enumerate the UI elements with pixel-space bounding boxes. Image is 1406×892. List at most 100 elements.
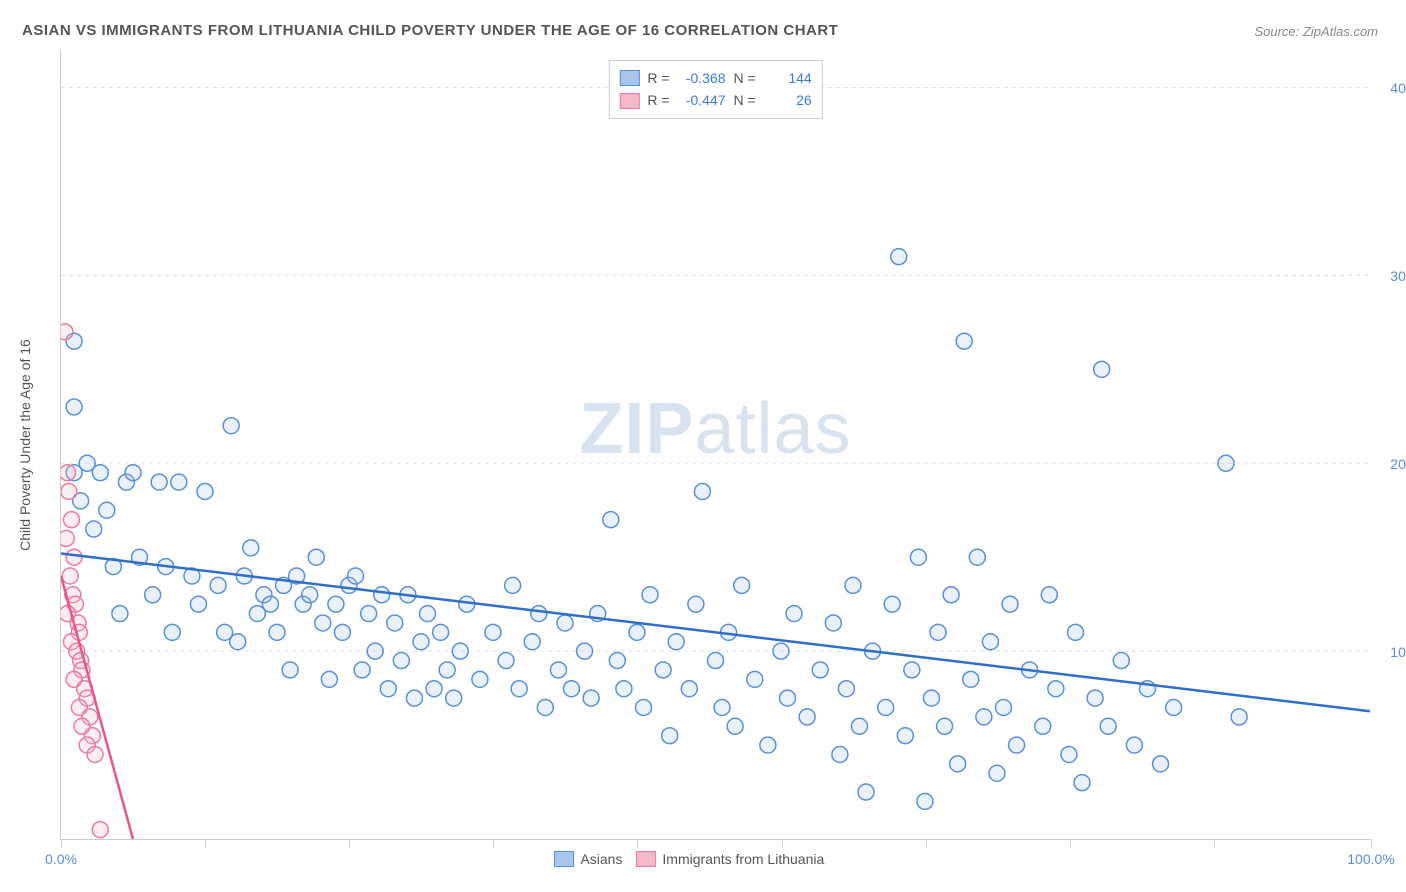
data-point bbox=[446, 690, 462, 706]
x-tick bbox=[1371, 839, 1372, 847]
data-point bbox=[328, 596, 344, 612]
data-point bbox=[557, 615, 573, 631]
data-point bbox=[609, 653, 625, 669]
data-point bbox=[956, 333, 972, 349]
data-point bbox=[564, 681, 580, 697]
x-tick bbox=[349, 839, 350, 847]
legend-label-lithuania: Immigrants from Lithuania bbox=[662, 851, 824, 867]
y-axis-label: Child Poverty Under the Age of 16 bbox=[17, 339, 33, 551]
data-point bbox=[727, 718, 743, 734]
data-point bbox=[367, 643, 383, 659]
data-point bbox=[1153, 756, 1169, 772]
chart-title: ASIAN VS IMMIGRANTS FROM LITHUANIA CHILD… bbox=[22, 22, 838, 39]
x-tick bbox=[782, 839, 783, 847]
swatch-asians bbox=[554, 851, 574, 867]
x-tick bbox=[61, 839, 62, 847]
data-point bbox=[63, 512, 79, 528]
legend-r-label: R = bbox=[647, 67, 669, 89]
data-point bbox=[1166, 700, 1182, 716]
data-point bbox=[387, 615, 403, 631]
data-point bbox=[943, 587, 959, 603]
data-point bbox=[629, 624, 645, 640]
x-tick bbox=[205, 839, 206, 847]
data-point bbox=[917, 793, 933, 809]
data-point bbox=[897, 728, 913, 744]
data-point bbox=[420, 606, 436, 622]
data-point bbox=[315, 615, 331, 631]
data-point bbox=[1035, 718, 1051, 734]
data-point bbox=[511, 681, 527, 697]
legend-n-value-asians: 144 bbox=[764, 67, 812, 89]
data-point bbox=[1218, 455, 1234, 471]
data-point bbox=[348, 568, 364, 584]
data-point bbox=[61, 530, 74, 546]
data-point bbox=[616, 681, 632, 697]
legend-item-lithuania: Immigrants from Lithuania bbox=[636, 851, 824, 867]
data-point bbox=[1048, 681, 1064, 697]
y-tick-label: 10.0% bbox=[1375, 644, 1406, 660]
data-point bbox=[878, 700, 894, 716]
data-point bbox=[714, 700, 730, 716]
data-point bbox=[125, 465, 141, 481]
legend-r-value-lithuania: -0.447 bbox=[678, 89, 726, 111]
source-attribution: Source: ZipAtlas.com bbox=[1254, 24, 1378, 39]
swatch-lithuania bbox=[619, 93, 639, 109]
data-point bbox=[190, 596, 206, 612]
data-point bbox=[164, 624, 180, 640]
data-point bbox=[66, 399, 82, 415]
data-point bbox=[603, 512, 619, 528]
data-point bbox=[976, 709, 992, 725]
data-point bbox=[812, 662, 828, 678]
data-point bbox=[151, 474, 167, 490]
data-point bbox=[858, 784, 874, 800]
data-point bbox=[354, 662, 370, 678]
data-point bbox=[838, 681, 854, 697]
data-point bbox=[393, 653, 409, 669]
legend-item-asians: Asians bbox=[554, 851, 622, 867]
data-point bbox=[891, 249, 907, 265]
data-point bbox=[374, 587, 390, 603]
data-point bbox=[61, 483, 77, 499]
data-point bbox=[86, 521, 102, 537]
legend-stats-row: R = -0.447 N = 26 bbox=[619, 89, 811, 111]
data-point bbox=[681, 681, 697, 697]
data-point bbox=[439, 662, 455, 678]
data-point bbox=[734, 577, 750, 593]
data-point bbox=[524, 634, 540, 650]
data-point bbox=[531, 606, 547, 622]
data-point bbox=[87, 746, 103, 762]
data-point bbox=[61, 465, 76, 481]
data-point bbox=[1009, 737, 1025, 753]
data-point bbox=[845, 577, 861, 593]
x-tick bbox=[1070, 839, 1071, 847]
data-point bbox=[884, 596, 900, 612]
data-point bbox=[851, 718, 867, 734]
data-point bbox=[1067, 624, 1083, 640]
data-point bbox=[505, 577, 521, 593]
data-point bbox=[62, 568, 78, 584]
data-point bbox=[269, 624, 285, 640]
data-point bbox=[989, 765, 1005, 781]
data-point bbox=[982, 634, 998, 650]
data-point bbox=[577, 643, 593, 659]
data-point bbox=[92, 465, 108, 481]
data-point bbox=[145, 587, 161, 603]
legend-series: Asians Immigrants from Lithuania bbox=[554, 851, 824, 867]
data-point bbox=[694, 483, 710, 499]
data-point bbox=[262, 596, 278, 612]
legend-stats-row: R = -0.368 N = 144 bbox=[619, 67, 811, 89]
data-point bbox=[799, 709, 815, 725]
data-point bbox=[1231, 709, 1247, 725]
data-point bbox=[302, 587, 318, 603]
data-point bbox=[923, 690, 939, 706]
data-point bbox=[112, 606, 128, 622]
data-point bbox=[485, 624, 501, 640]
y-tick-label: 40.0% bbox=[1375, 80, 1406, 96]
data-point bbox=[642, 587, 658, 603]
x-tick bbox=[637, 839, 638, 847]
data-point bbox=[930, 624, 946, 640]
legend-r-label: R = bbox=[647, 89, 669, 111]
data-point bbox=[308, 549, 324, 565]
data-point bbox=[452, 643, 468, 659]
plot-area: Child Poverty Under the Age of 16 ZIPatl… bbox=[60, 50, 1370, 840]
